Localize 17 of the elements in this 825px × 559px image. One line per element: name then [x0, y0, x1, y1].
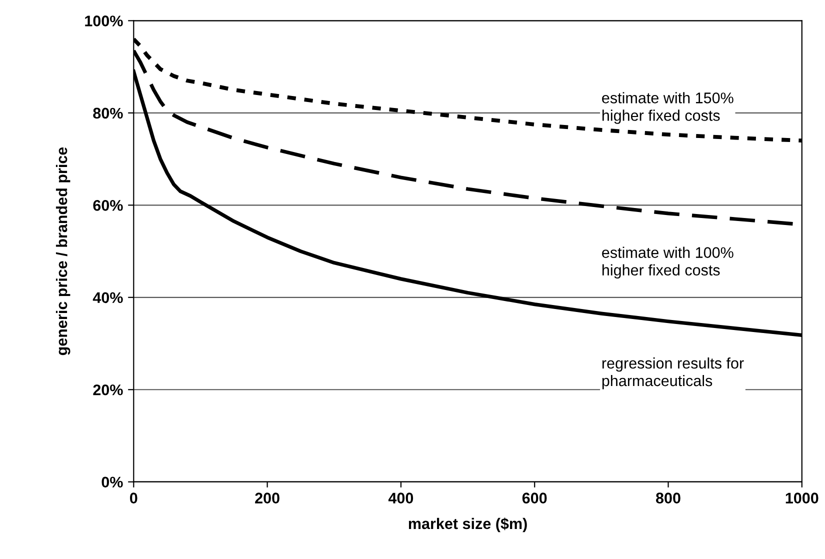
x-tick-label: 600: [522, 492, 547, 504]
y-tick-label: 40%: [92, 292, 123, 304]
series-label: estimate with 100% higher fixed costs: [602, 246, 734, 279]
series-label: regression results for pharmaceuticals: [602, 357, 744, 390]
x-axis-title: market size ($m): [408, 518, 527, 532]
y-tick-label: 60%: [93, 200, 123, 211]
y-tick-label: 80%: [93, 108, 123, 119]
x-tick-label: 800: [656, 492, 680, 504]
y-tick-label: 100%: [85, 16, 123, 26]
x-tick-label: 400: [388, 492, 414, 504]
y-tick-label: 20%: [93, 384, 123, 396]
y-tick-label: 0%: [102, 476, 123, 488]
x-tick-label: 0: [130, 492, 138, 504]
x-tick-label: 1000: [786, 492, 818, 504]
y-axis-title: generic price / branded price: [56, 147, 70, 356]
x-tick-label: 200: [255, 492, 280, 504]
series-label: estimate with 150% higher fixed costs: [602, 92, 734, 124]
